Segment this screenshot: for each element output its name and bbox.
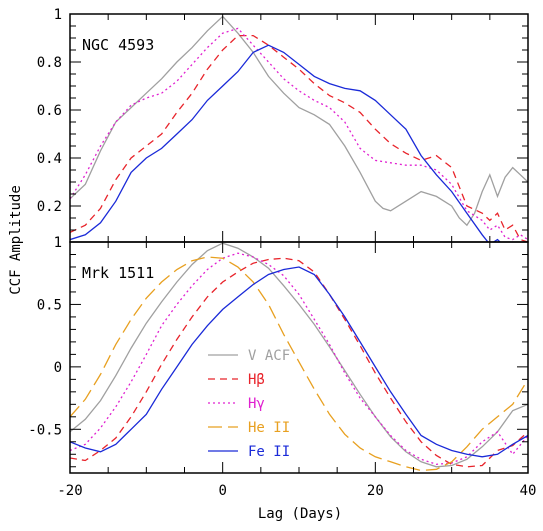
legend: V ACF Hβ Hγ He II Fe II <box>208 348 290 460</box>
bottom-series-line-he2 <box>70 256 528 472</box>
top-y-tick-label: 0.8 <box>37 55 62 71</box>
bottom-series-line-hgamma <box>70 252 528 465</box>
legend-label-vacf: V ACF <box>248 348 290 364</box>
bottom-y-tick-label: 0 <box>54 360 62 376</box>
panel-top: 0.2 0.4 0.6 0.8 1 NGC 4593 <box>37 7 529 243</box>
legend-label-hbeta: Hβ <box>248 372 265 388</box>
y-axis-title: CCF Amplitude <box>8 185 24 295</box>
legend-label-hgamma: Hγ <box>248 396 265 412</box>
x-tick-label: -20 <box>57 483 82 499</box>
bottom-y-tick-label: -0.5 <box>28 422 62 438</box>
top-series-line-vacf <box>70 15 528 227</box>
top-series-line-hgamma <box>70 27 528 241</box>
top-y-tick-label: 1 <box>54 7 62 23</box>
x-axis-title: Lag (Days) <box>258 506 342 522</box>
bottom-series-line-fe2 <box>70 266 528 458</box>
top-series-line-fe2 <box>70 44 501 242</box>
top-panel-label: NGC 4593 <box>82 36 154 54</box>
top-series-line-hbeta <box>70 34 528 242</box>
top-y-tick-label: 0.4 <box>37 151 62 167</box>
x-tick-label: 40 <box>520 483 537 499</box>
x-tick-label: 20 <box>367 483 384 499</box>
bottom-series-line-vacf <box>70 242 528 468</box>
top-y-tick-label: 0.6 <box>37 103 62 119</box>
bottom-panel-label: Mrk 1511 <box>82 264 154 282</box>
x-tick-label: 0 <box>218 483 226 499</box>
legend-label-he2: He II <box>248 420 290 436</box>
bottom-y-tick-label: 1 <box>54 235 62 251</box>
panel-bottom: -0.5 0 0.5 1 -20 0 20 40 Mrk 1511 V ACF Hβ Hγ He II F… <box>28 235 536 499</box>
bottom-y-tick-label: 0.5 <box>37 297 62 313</box>
bottom-series-line-hbeta <box>70 257 528 468</box>
top-y-tick-label: 0.2 <box>37 199 62 215</box>
legend-label-fe2: Fe II <box>248 444 290 460</box>
